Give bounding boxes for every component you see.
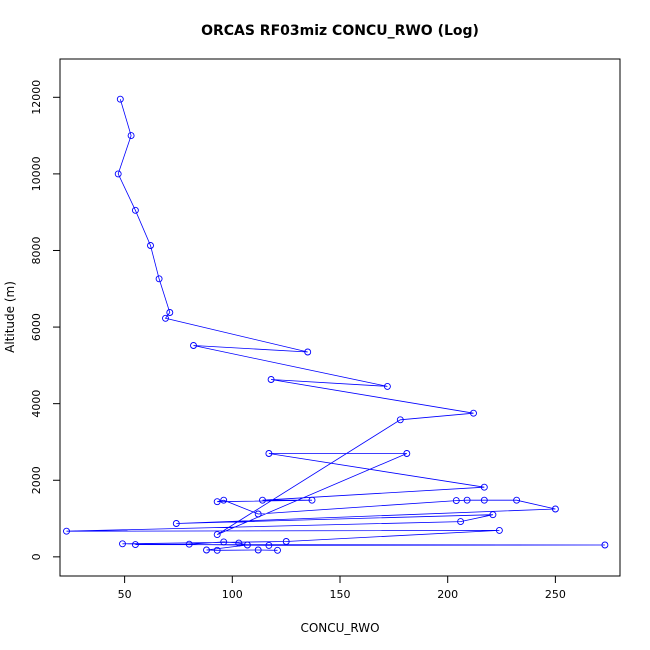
data-point [601, 541, 609, 549]
plot-frame [59, 58, 621, 577]
data-point [304, 348, 312, 356]
data-point [463, 496, 471, 504]
data-point [259, 496, 266, 504]
data-point [162, 314, 169, 322]
data-point [383, 382, 391, 390]
data-point [403, 450, 411, 457]
data-point [131, 206, 139, 214]
data-point [243, 541, 251, 549]
data-point [267, 376, 275, 383]
x-tick-label: 250 [545, 588, 566, 601]
y-tick-label: 0 [30, 553, 43, 560]
data-point [513, 496, 521, 504]
x-tick-label: 200 [437, 588, 458, 601]
data-point [495, 526, 503, 534]
y-axis: 0 2000 4000 6000 8000 10000 12000 [30, 80, 60, 560]
data-point [235, 539, 243, 547]
y-tick-label: 6000 [30, 313, 43, 341]
y-axis-label: Altitude (m) [3, 281, 17, 353]
y-tick-label: 12000 [30, 80, 43, 115]
data-point [213, 546, 221, 554]
data-point [155, 275, 163, 283]
data-point [220, 496, 228, 504]
data-point [480, 483, 488, 491]
data-point [308, 496, 316, 504]
x-tick-label: 150 [330, 588, 351, 601]
data-point [265, 541, 273, 549]
series-points [63, 95, 609, 554]
data-point [147, 242, 154, 249]
data-point [489, 511, 497, 519]
data-point [457, 518, 465, 526]
data-point [213, 531, 221, 539]
data-point [551, 505, 559, 513]
data-point [265, 450, 273, 457]
chart-title: ORCAS RF03miz CONCU_RWO (Log) [201, 23, 479, 39]
x-axis-label: CONCU_RWO [300, 621, 379, 635]
data-point [396, 416, 404, 424]
y-tick-label: 2000 [30, 466, 43, 494]
x-axis: 50 100 150 200 250 [118, 576, 566, 601]
y-tick-label: 10000 [30, 156, 43, 191]
series-line [66, 99, 605, 551]
data-point [190, 342, 197, 349]
data-point [203, 546, 210, 554]
data-point [166, 309, 174, 316]
data-point [213, 498, 221, 506]
data-point [274, 546, 281, 554]
data-point [127, 132, 135, 140]
data-point [282, 538, 290, 545]
y-tick-label: 8000 [30, 236, 43, 264]
data-point [220, 538, 228, 546]
y-tick-label: 4000 [30, 390, 43, 418]
data-point [63, 527, 70, 535]
data-point [470, 409, 477, 417]
data-point [185, 540, 193, 548]
data-point [452, 497, 460, 505]
data-point [254, 510, 262, 518]
data-point [119, 540, 126, 548]
series-line-path [66, 99, 605, 551]
x-tick-label: 100 [222, 588, 243, 601]
x-tick-label: 50 [118, 588, 132, 601]
data-point [116, 95, 124, 103]
data-point [131, 541, 139, 549]
data-point [480, 496, 488, 504]
data-point [172, 520, 180, 527]
data-point [254, 546, 262, 554]
data-point [114, 170, 122, 178]
